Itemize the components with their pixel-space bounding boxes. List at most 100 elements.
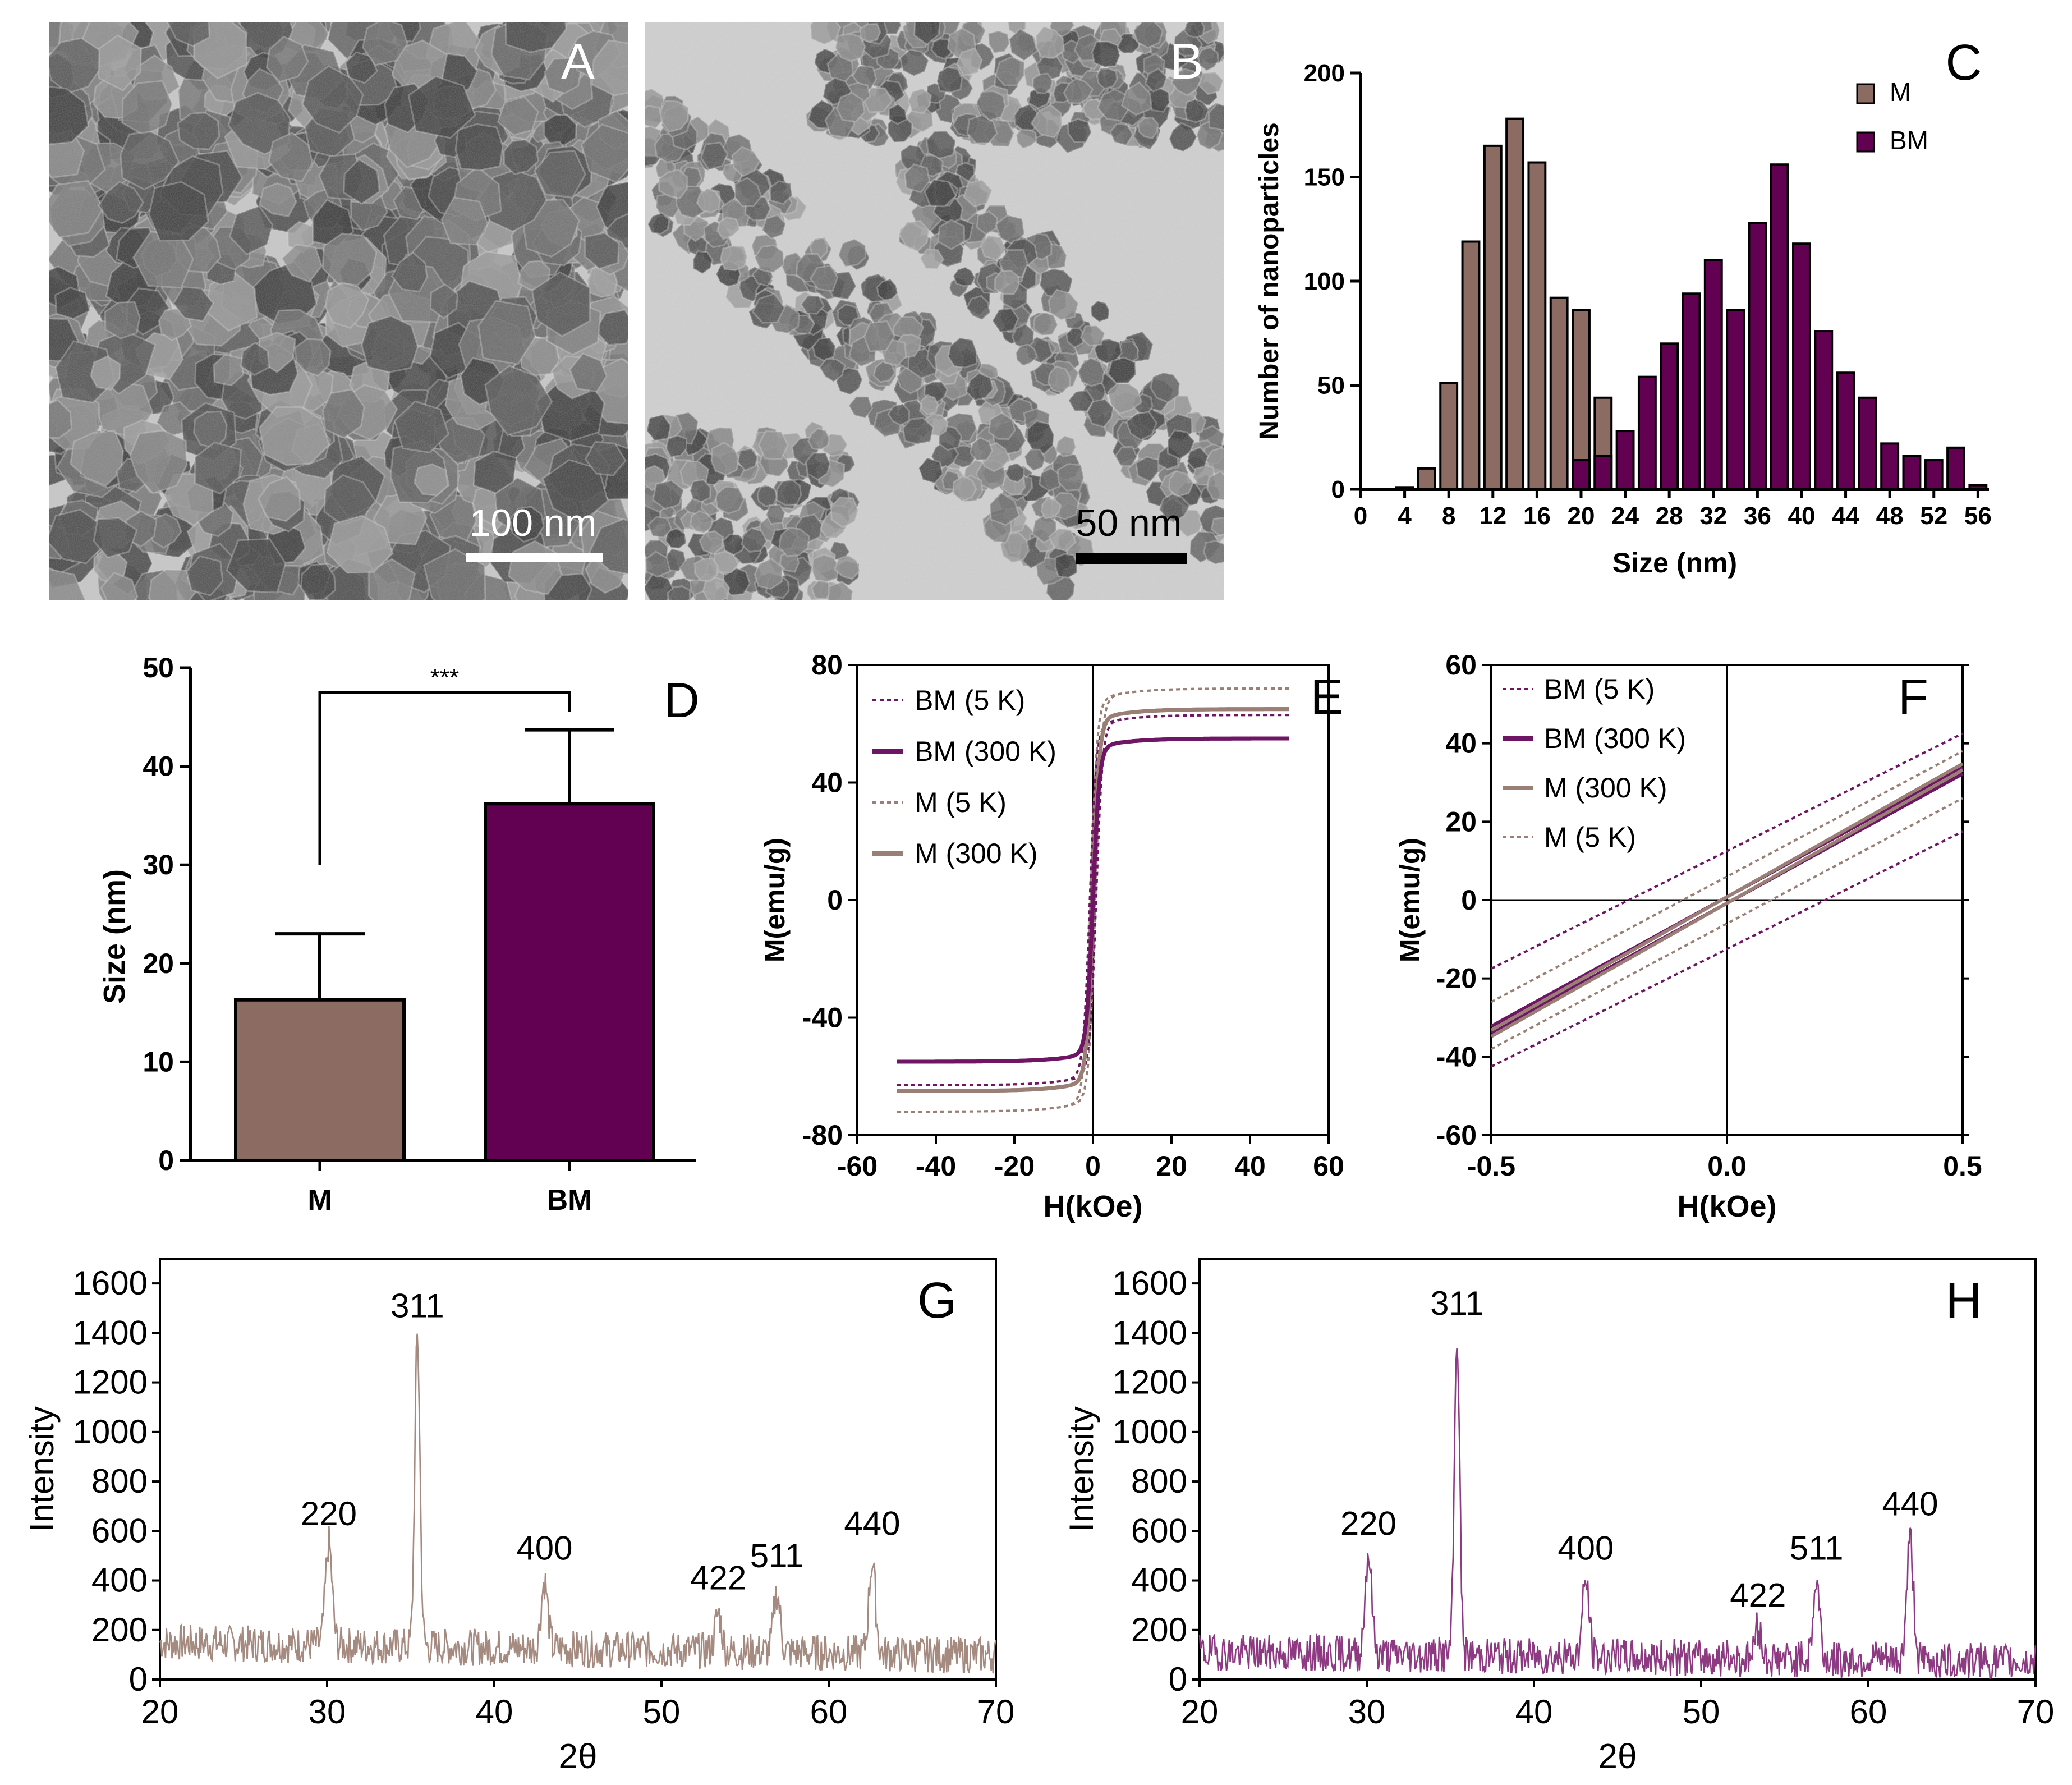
c-bar-m <box>1549 296 1569 490</box>
f-x-tick-label: 0.0 <box>1707 1150 1747 1182</box>
chartH-y-tick-label: 1000 <box>1113 1413 1187 1451</box>
chartH-peak-label: 311 <box>1430 1284 1484 1322</box>
f-y-tick-label: -60 <box>1436 1119 1477 1151</box>
chartH-x-tick-label: 60 <box>1850 1693 1887 1731</box>
c-legend-label: BM <box>1890 126 1928 155</box>
e-x-axis-label: H(kOe) <box>1043 1190 1142 1223</box>
f-y-tick-label: 20 <box>1445 806 1477 837</box>
c-y-tick-label: 50 <box>1317 372 1345 400</box>
chartG-peak-label: 422 <box>690 1559 746 1597</box>
c-bar-bm <box>1858 396 1877 491</box>
c-y-tick-label: 150 <box>1304 164 1345 191</box>
e-y-axis-label: M(emu/g) <box>759 838 791 962</box>
e-x-tick-label: 20 <box>1156 1150 1187 1182</box>
chartG-x-axis-label: 2θ <box>559 1737 598 1776</box>
chartH-peak-label: 220 <box>1340 1505 1396 1543</box>
f-legend-label: M (5 K) <box>1544 822 1636 853</box>
d-y-tick-label: 30 <box>143 849 174 880</box>
c-bar-bm <box>1946 446 1965 490</box>
e-y-tick-label: 80 <box>811 649 843 681</box>
f-x-tick-label: -0.5 <box>1467 1150 1515 1182</box>
d-y-tick-label: 20 <box>143 948 174 979</box>
chartH-x-tick-label: 50 <box>1683 1693 1720 1731</box>
chartG-peak-label: 311 <box>390 1287 444 1324</box>
e-y-tick-label: -80 <box>802 1119 843 1151</box>
chartG-peak-label: 511 <box>750 1537 804 1575</box>
chart-e: -80 -40 0 40 80 -60 -40 -20 0 20 40 60 BM (5 K) BM (3… <box>759 649 1344 1223</box>
f-y-tick-label: 0 <box>1461 884 1477 916</box>
f-panel-letter: F <box>1898 669 1928 724</box>
chartG-y-tick-label: 1400 <box>73 1314 148 1351</box>
panel-a-scale-label: 100 nm <box>470 502 597 544</box>
c-bar-bm <box>1726 309 1745 490</box>
chartG-y-tick-label: 600 <box>91 1512 148 1549</box>
chartH-peak-label: 400 <box>1558 1530 1614 1567</box>
e-x-tick-label: -40 <box>916 1150 956 1182</box>
e-x-tick-label: 0 <box>1085 1150 1101 1182</box>
f-x-axis-label: H(kOe) <box>1677 1190 1776 1223</box>
f-series-line <box>1491 830 1963 1068</box>
c-y-axis-label: Number of nanoparticles <box>1255 122 1284 439</box>
f-series-line <box>1491 797 1963 1050</box>
c-panel-letter: C <box>1946 35 1982 91</box>
f-legend-label: BM (5 K) <box>1544 673 1655 705</box>
panel-b-scale-label: 50 nm <box>1076 502 1182 544</box>
c-x-tick-label: 24 <box>1611 502 1639 530</box>
e-x-tick-label: 40 <box>1234 1150 1266 1182</box>
c-bar-bm <box>1637 375 1657 490</box>
chartH-panel-letter: H <box>1946 1273 1982 1329</box>
f-x-tick-label: 0.5 <box>1943 1150 1982 1182</box>
c-x-tick-label: 32 <box>1699 502 1727 530</box>
chartG-peak-label: 440 <box>844 1505 900 1543</box>
c-x-tick-label: 48 <box>1876 502 1904 530</box>
c-bar-bm <box>1924 459 1944 490</box>
chartH-x-tick-label: 30 <box>1348 1693 1386 1731</box>
c-x-tick-label: 44 <box>1832 502 1859 530</box>
chart-d: 0 10 20 30 40 50 M BM *** Size (nm) D <box>98 652 700 1217</box>
panel-a-letter: A <box>561 34 595 90</box>
c-x-tick-label: 52 <box>1920 502 1947 530</box>
c-x-tick-label: 16 <box>1523 502 1551 530</box>
c-bar-m <box>1395 486 1414 490</box>
c-bar-m <box>1439 382 1459 490</box>
chartH-y-tick-label: 1400 <box>1113 1314 1187 1351</box>
chart-f: -60 -40 -20 0 20 40 60 -0.5 0.0 0.5 BM (5 K) BM (30… <box>1394 649 1982 1223</box>
chartG-y-tick-label: 800 <box>91 1462 148 1500</box>
c-bar-bm <box>1902 455 1922 491</box>
c-bar-bm <box>1703 259 1723 490</box>
chartH-peak-label: 422 <box>1730 1577 1786 1614</box>
c-x-tick-label: 56 <box>1964 502 1992 530</box>
f-series-line <box>1490 768 1964 1038</box>
c-x-tick-label: 20 <box>1568 502 1595 530</box>
chartG-y-tick-label: 1200 <box>73 1364 148 1401</box>
chartH-y-tick-label: 800 <box>1131 1462 1187 1500</box>
c-bar-m <box>1505 117 1525 490</box>
c-legend-label: M <box>1890 77 1911 107</box>
c-x-tick-label: 4 <box>1398 502 1412 530</box>
f-series-line <box>1490 762 1964 1032</box>
c-bar-bm <box>1880 442 1900 491</box>
panel-b-scale-bar <box>1076 553 1187 564</box>
tem-image-b <box>645 22 1224 600</box>
e-legend-label: BM (5 K) <box>915 685 1025 716</box>
chartG-x-tick-label: 50 <box>643 1693 681 1731</box>
panel-a: A 100 nm <box>49 22 628 600</box>
panel-a-scale-bar <box>466 553 603 562</box>
c-x-axis-label: Size (nm) <box>1612 547 1737 579</box>
temA-content <box>49 22 628 600</box>
f-y-tick-label: 60 <box>1445 649 1477 681</box>
e-x-tick-label: -20 <box>994 1150 1035 1182</box>
e-legend-label: M (5 K) <box>915 787 1007 818</box>
chartH-y-tick-label: 1600 <box>1113 1264 1187 1302</box>
c-bar-bm <box>1660 342 1679 490</box>
c-bar-bm <box>1968 484 1988 491</box>
c-bar-bm <box>1593 455 1613 491</box>
f-series-line <box>1491 750 1963 1003</box>
chartG-plot-frame <box>159 1258 997 1681</box>
e-y-tick-label: 40 <box>811 767 843 799</box>
c-x-tick-label: 12 <box>1479 502 1506 530</box>
d-y-tick-label: 0 <box>158 1145 174 1176</box>
e-legend-label: M (300 K) <box>915 838 1038 869</box>
chartG-panel-letter: G <box>917 1273 957 1329</box>
